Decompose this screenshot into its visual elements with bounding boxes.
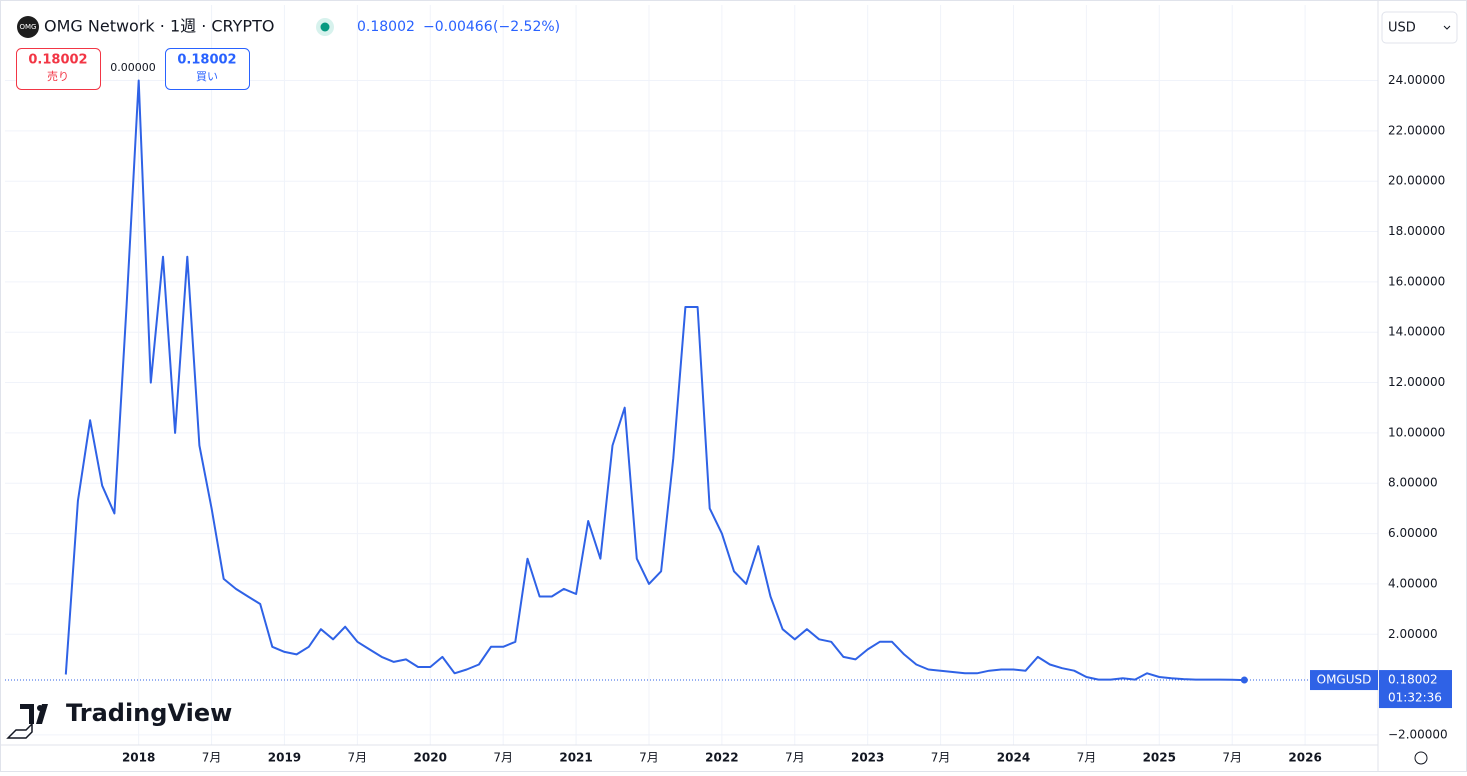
series-name: OMGUSD <box>1317 673 1372 687</box>
x-tick-label: 2018 <box>122 751 155 765</box>
spread: 0.00000 <box>110 61 156 74</box>
y-tick-label: 20.00000 <box>1388 174 1445 188</box>
x-tick-label: 2020 <box>414 751 447 765</box>
y-tick-label: 4.00000 <box>1388 576 1438 590</box>
x-tick-label: 7月 <box>785 751 805 765</box>
y-tick-label: −2.00000 <box>1388 727 1448 741</box>
settings-icon[interactable] <box>1414 751 1428 765</box>
currency-select[interactable] <box>1381 11 1458 44</box>
sell-price: 0.18002 <box>28 53 87 68</box>
x-tick-label: 7月 <box>202 751 222 765</box>
x-tick-label: 2024 <box>997 751 1030 765</box>
x-tick-label: 7月 <box>639 751 659 765</box>
sell-label: 売り <box>47 70 69 83</box>
symbol-title: OMG Network · 1週 · CRYPTO <box>44 17 274 36</box>
price-change-pct: (−2.52%) <box>493 19 560 35</box>
x-tick-label: 7月 <box>493 751 513 765</box>
currency-label: USD <box>1388 21 1416 36</box>
dropdown-caret <box>1443 25 1451 30</box>
symbol-icon <box>17 16 39 38</box>
buy-button[interactable] <box>165 48 250 90</box>
logo-text: TradingView <box>66 699 232 727</box>
y-tick-label: 10.00000 <box>1388 425 1445 439</box>
x-tick-label: 2022 <box>705 751 738 765</box>
x-tick-label: 2023 <box>851 751 884 765</box>
series-tag <box>1310 670 1378 691</box>
y-tick-label: 22.00000 <box>1388 123 1445 137</box>
x-tick-label: 7月 <box>1077 751 1097 765</box>
y-tick-label: 16.00000 <box>1388 274 1445 288</box>
plot <box>5 79 1378 684</box>
y-tick-label: 8.00000 <box>1388 476 1438 490</box>
x-tick-label: 7月 <box>931 751 951 765</box>
y-tick-label: 2.00000 <box>1388 627 1438 641</box>
x-tick-label: 7月 <box>348 751 368 765</box>
y-tick-label: 6.00000 <box>1388 526 1438 540</box>
buy-label: 買い <box>196 70 218 83</box>
logo-mark <box>37 705 43 711</box>
price-line <box>64 79 1245 682</box>
y-tick-label: 18.00000 <box>1388 224 1445 238</box>
last-price: 0.18002 <box>357 19 415 35</box>
buy-price: 0.18002 <box>177 53 236 68</box>
status-dot <box>320 22 330 32</box>
price-tag-value: 0.18002 <box>1388 673 1438 687</box>
y-tick-label: 12.00000 <box>1388 375 1445 389</box>
x-tick-label: 7月 <box>1222 751 1242 765</box>
icon-text: OMG <box>20 23 37 31</box>
logo-icon <box>6 722 33 739</box>
y-tick-label: 14.00000 <box>1388 325 1445 339</box>
x-tick-label: 2026 <box>1288 751 1321 765</box>
x-tick-label: 2025 <box>1143 751 1176 765</box>
price-tag-countdown: 01:32:36 <box>1388 691 1442 705</box>
price-change: −0.00466 <box>423 19 493 35</box>
x-tick-label: 2019 <box>268 751 301 765</box>
y-tick-label: 24.00000 <box>1388 73 1445 87</box>
x-tick-label: 2021 <box>559 751 592 765</box>
sell-button[interactable] <box>16 48 101 90</box>
grid <box>5 5 1378 745</box>
price-tag <box>1379 670 1452 709</box>
last-point <box>1240 676 1248 684</box>
